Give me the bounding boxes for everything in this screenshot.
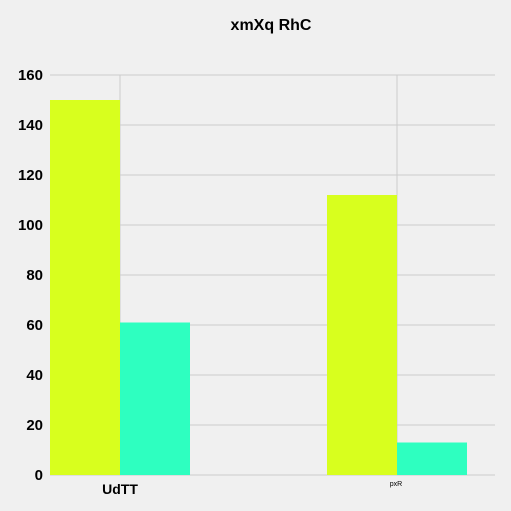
bar-series-0-UdTT	[50, 100, 120, 475]
y-tick-label-60: 60	[26, 317, 43, 334]
y-tick-label-80: 80	[26, 267, 43, 284]
bar-series-1-UdTT	[120, 322, 190, 475]
y-tick-label-20: 20	[26, 417, 43, 434]
y-tick-label-160: 160	[18, 67, 43, 84]
x-tick-label-pxR: pxR	[390, 481, 402, 488]
y-tick-label-40: 40	[26, 367, 43, 384]
y-tick-label-140: 140	[18, 117, 43, 134]
chart-title: xmXq RhC	[231, 17, 312, 34]
bar-series-1-pxR	[397, 442, 467, 475]
bar-series-0-pxR	[327, 195, 397, 475]
bars-layer	[50, 100, 467, 475]
x-tick-label-UdTT: UdTT	[102, 481, 138, 497]
y-tick-label-100: 100	[18, 217, 43, 234]
x-axis-ticks: UdTT pxR	[102, 481, 402, 497]
y-tick-label-0: 0	[35, 467, 43, 484]
y-tick-label-120: 120	[18, 167, 43, 184]
y-axis-ticks: 0 20 40 60 80 100 120 140 160	[18, 67, 43, 484]
